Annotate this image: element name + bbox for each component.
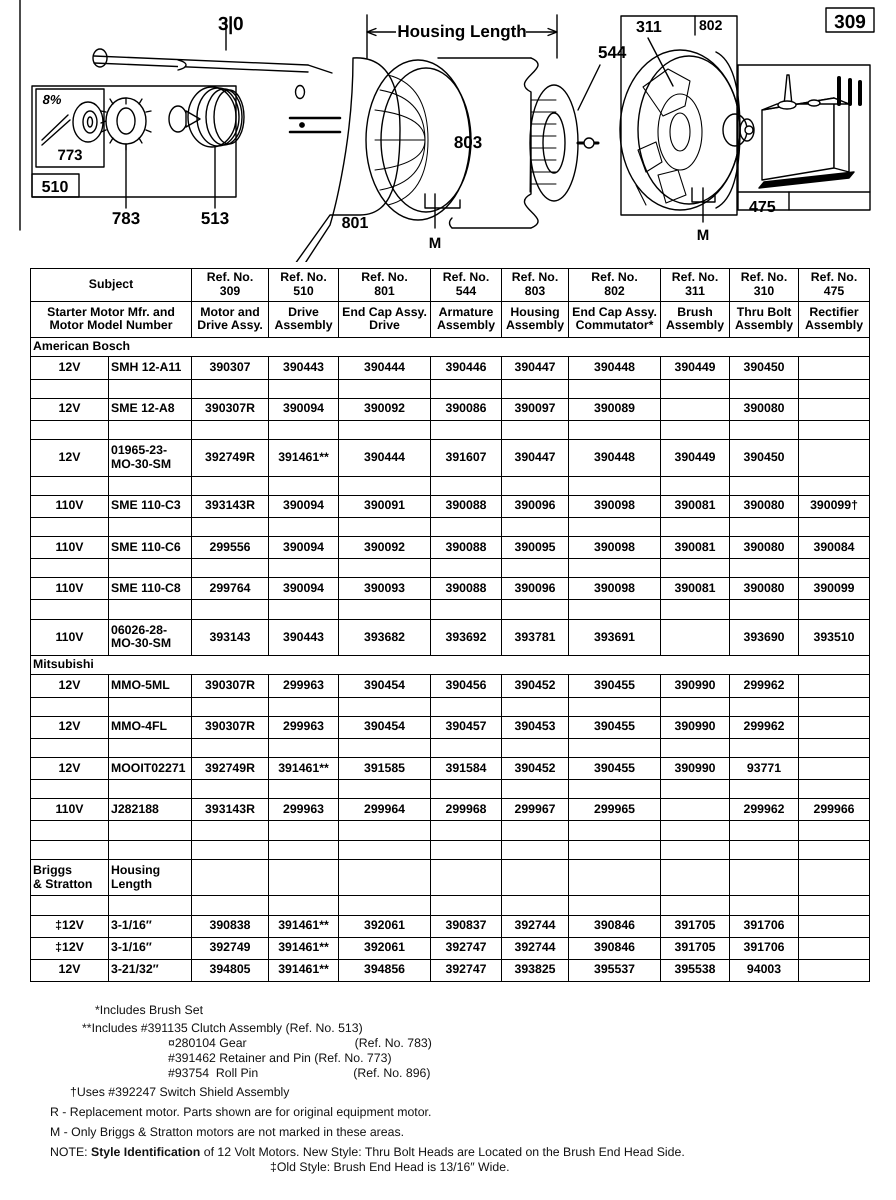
svg-text:0: 0 — [233, 14, 244, 35]
svg-text:M: M — [429, 235, 442, 252]
svg-text:513: 513 — [201, 209, 229, 228]
svg-text:773: 773 — [57, 147, 82, 164]
svg-text:Housing Length: Housing Length — [397, 22, 526, 41]
svg-text:801: 801 — [342, 215, 369, 232]
svg-text:510: 510 — [42, 179, 69, 196]
svg-text:783: 783 — [112, 209, 140, 228]
svg-text:8%: 8% — [43, 92, 62, 107]
svg-text:803: 803 — [454, 133, 482, 152]
svg-text:544: 544 — [598, 43, 627, 62]
svg-text:802: 802 — [699, 17, 723, 33]
svg-text:3: 3 — [218, 14, 229, 35]
svg-text:475: 475 — [749, 199, 776, 216]
svg-text:309: 309 — [834, 12, 866, 33]
svg-text:311: 311 — [636, 19, 662, 36]
svg-text:M: M — [697, 227, 710, 244]
